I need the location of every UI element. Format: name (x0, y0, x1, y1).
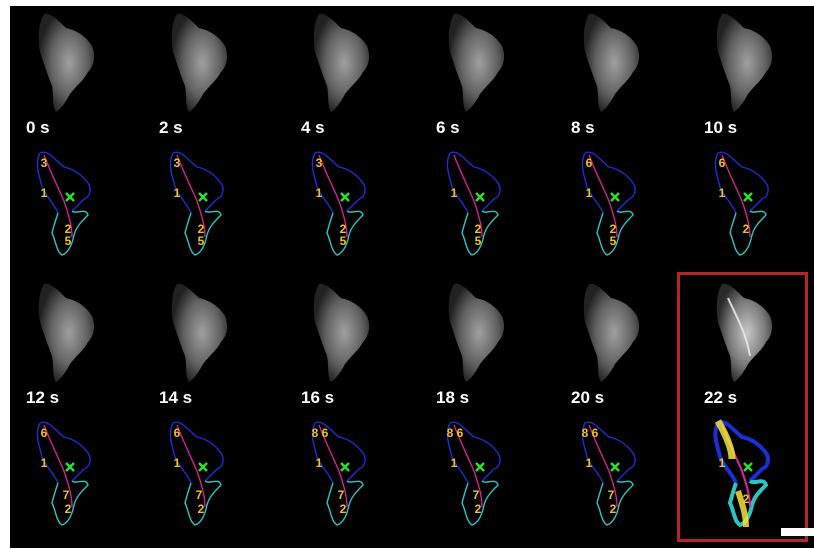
protrusion-label: 6 (457, 426, 464, 440)
protrusion-label: 6 (322, 426, 329, 440)
protrusion-label: 1 (586, 456, 593, 470)
cell-fluorescence-image (38, 283, 95, 382)
protrusion-label: 2 (475, 502, 482, 516)
protrusion-label: 2 (198, 502, 205, 516)
protrusion-label: 8 (582, 426, 589, 440)
time-label: 22 s (704, 388, 738, 407)
cell-fluorescence-image (313, 13, 370, 113)
time-label: 6 s (436, 118, 460, 137)
protrusion-label: 1 (451, 456, 458, 470)
cell-fluorescence-image (448, 283, 505, 382)
cell-tracking-overlay: 1 25 (446, 151, 501, 256)
cell-tracking-overlay: 8 6 1 72 (447, 421, 501, 526)
protrusion-label: 1 (719, 186, 726, 200)
protrusion-label: 2 (610, 502, 617, 516)
time-label: 12 s (26, 388, 60, 407)
cell-fluorescence-image (583, 283, 640, 382)
cell-tracking-overlay: 8 6 1 72 (312, 421, 366, 526)
protrusion-label: 1 (174, 456, 181, 470)
time-label: 2 s (159, 118, 183, 137)
cell-fluorescence-image (38, 13, 95, 113)
time-label: 10 s (704, 118, 738, 137)
time-label: 20 s (571, 388, 605, 407)
cell-tracking-overlay: 3 1 25 (36, 151, 91, 256)
time-label: 16 s (301, 388, 335, 407)
cell-tracking-overlay: 3 1 25 (311, 151, 366, 256)
protrusion-label: 6 (719, 156, 726, 170)
protrusion-label: 6 (586, 156, 593, 170)
protrusion-label: 2 (198, 222, 205, 236)
protrusion-label: 5 (340, 234, 347, 248)
protrusion-label: 2 (340, 502, 347, 516)
protrusion-label: 1 (719, 456, 726, 470)
protrusion-label: 3 (316, 156, 323, 170)
protrusion-label: 7 (608, 488, 615, 502)
cell-tracking-overlay: 3 1 25 (169, 151, 224, 256)
cell-fluorescence-image (716, 13, 773, 113)
scale-bar (781, 528, 814, 536)
protrusion-label: 7 (473, 488, 480, 502)
cell-tracking-overlay: 12 (713, 419, 771, 528)
protrusion-label: 3 (41, 156, 48, 170)
protrusion-label: 1 (174, 186, 181, 200)
protrusion-label: 2 (340, 222, 347, 236)
protrusion-label: 5 (65, 234, 72, 248)
protrusion-label: 7 (338, 488, 345, 502)
protrusion-label: 1 (316, 456, 323, 470)
protrusion-label: 5 (610, 234, 617, 248)
cell-tracking-overlay: 6 1 25 (581, 151, 636, 256)
cell-fluorescence-image (313, 283, 370, 382)
cell-fluorescence-image (171, 13, 228, 113)
cell-tracking-overlay: 6 1 72 (36, 421, 91, 526)
protrusion-label: 8 (312, 426, 319, 440)
time-label: 8 s (571, 118, 595, 137)
protrusion-label: 2 (743, 492, 750, 506)
protrusion-label: 5 (198, 234, 205, 248)
time-label: 14 s (159, 388, 193, 407)
time-label: 0 s (26, 118, 50, 137)
protrusion-label: 7 (63, 488, 70, 502)
cell-tracking-overlay: 6 1 2 (714, 151, 769, 256)
protrusion-label: 1 (41, 186, 48, 200)
cell-fluorescence-image (171, 283, 228, 382)
cell-fluorescence-image (448, 13, 505, 113)
protrusion-label: 7 (196, 488, 203, 502)
protrusion-label: 3 (174, 156, 181, 170)
cell-fluorescence-image (583, 13, 640, 113)
time-panel: 10 s 6 1 2 (688, 6, 813, 271)
protrusion-label: 1 (316, 186, 323, 200)
cell-tracking-overlay: 6 1 72 (169, 421, 224, 526)
protrusion-label: 1 (451, 186, 458, 200)
protrusion-label: 2 (743, 222, 750, 236)
protrusion-label: 2 (610, 222, 617, 236)
protrusion-label: 2 (65, 502, 72, 516)
cell-tracking-overlay: 8 6 1 72 (582, 421, 636, 526)
protrusion-label: 6 (592, 426, 599, 440)
protrusion-label: 2 (65, 222, 72, 236)
time-label: 4 s (301, 118, 325, 137)
cell-fluorescence-image (716, 283, 773, 382)
protrusion-label: 1 (586, 186, 593, 200)
protrusion-label: 8 (447, 426, 454, 440)
time-label: 18 s (436, 388, 470, 407)
protrusion-label: 6 (41, 426, 48, 440)
protrusion-label: 6 (174, 426, 181, 440)
protrusion-label: 5 (475, 234, 482, 248)
protrusion-label: 2 (475, 222, 482, 236)
protrusion-label: 1 (41, 456, 48, 470)
